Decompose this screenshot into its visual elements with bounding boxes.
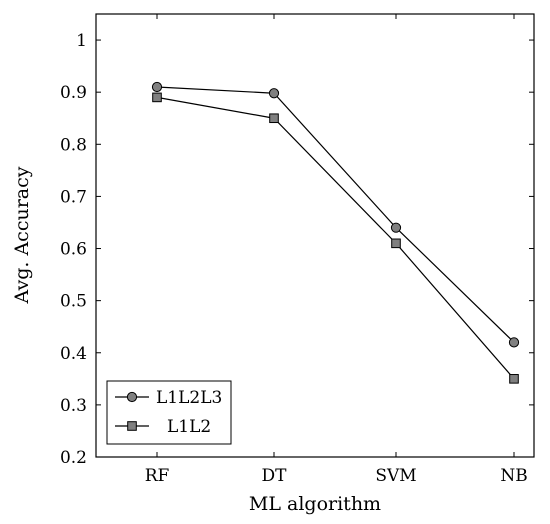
circle-marker-icon	[126, 391, 138, 403]
legend-label: L1L2	[167, 417, 211, 437]
data-point	[508, 337, 520, 348]
y-axis-title: Avg. Accuracy	[11, 166, 33, 304]
series-layer	[151, 81, 520, 384]
series-L1L2L3	[151, 81, 520, 348]
legend-box	[106, 380, 232, 445]
series-line	[156, 96, 515, 380]
legend: L1L2L3 L1L2	[106, 380, 232, 445]
data-point	[509, 374, 519, 384]
y-tick-label: 1	[76, 31, 87, 51]
data-point	[152, 92, 162, 103]
data-point	[269, 113, 279, 124]
x-tick-label: RF	[145, 466, 170, 486]
y-tick-label: 0.8	[60, 135, 87, 155]
y-axis-ticks: 0.2 0.3 0.4 0.5 0.6 0.7 0.8 0.9 1	[60, 31, 534, 468]
data-point	[151, 81, 163, 93]
series-line	[156, 86, 515, 343]
x-tick-label: SVM	[375, 466, 416, 486]
y-tick-label: 0.4	[60, 344, 87, 364]
y-tick-label: 0.6	[60, 240, 87, 260]
data-point	[268, 88, 280, 99]
y-tick-label: 0.5	[60, 292, 87, 312]
x-axis-title: ML algorithm	[249, 493, 381, 515]
x-axis-ticks: RF DT SVM NB	[145, 14, 528, 486]
y-tick-label: 0.7	[60, 187, 87, 207]
data-point	[390, 222, 402, 233]
x-tick-label: DT	[262, 466, 288, 486]
series-L1L2	[152, 92, 519, 384]
legend-item: L1L2	[115, 417, 211, 437]
x-tick-label: NB	[500, 466, 527, 486]
data-point	[391, 238, 401, 249]
square-marker-icon	[127, 421, 137, 431]
y-tick-label: 0.9	[60, 83, 87, 103]
legend-item: L1L2L3	[115, 388, 222, 408]
plot-frame	[95, 13, 535, 458]
legend-label: L1L2L3	[156, 388, 222, 408]
y-tick-label: 0.3	[60, 396, 87, 416]
y-tick-label: 0.2	[60, 448, 87, 468]
